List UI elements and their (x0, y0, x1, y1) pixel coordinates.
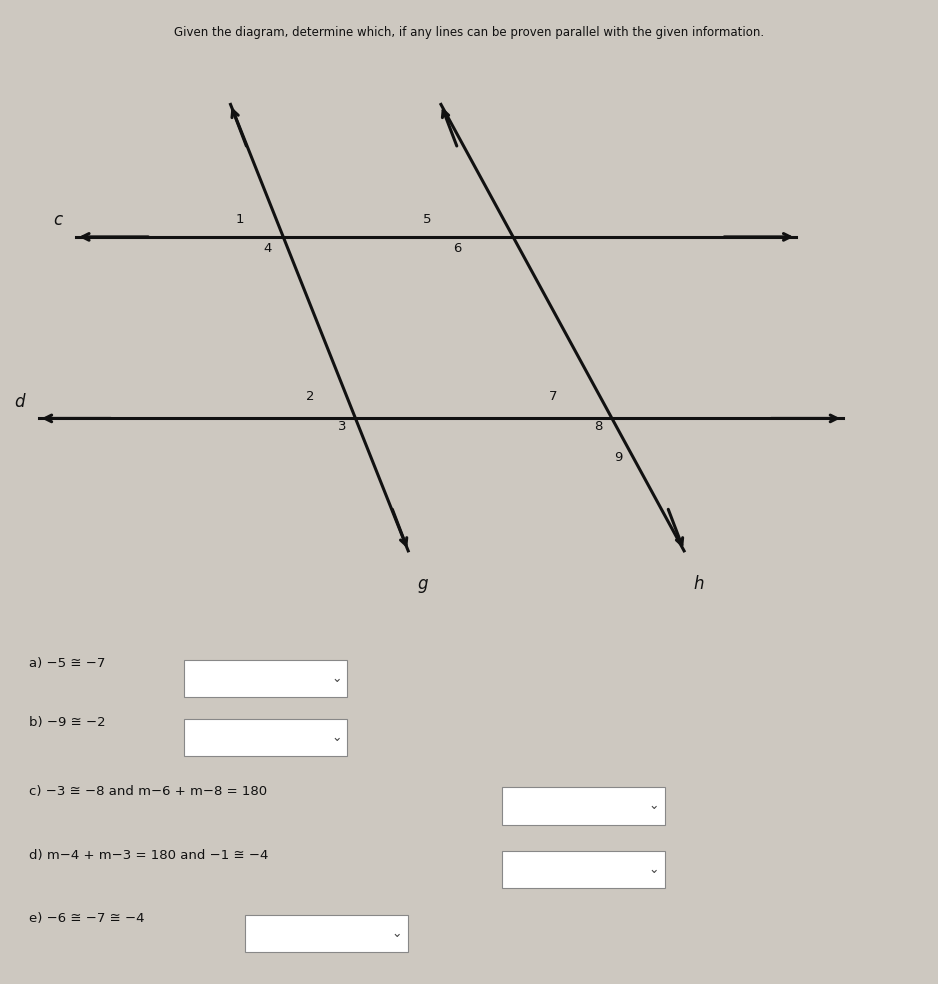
Text: a) −5 ≅ −7: a) −5 ≅ −7 (29, 657, 106, 670)
Text: c: c (53, 211, 62, 229)
Text: c) −3 ≅ −8 and m−6 + m−8 = 180: c) −3 ≅ −8 and m−6 + m−8 = 180 (29, 785, 267, 798)
Bar (502, 787, 665, 825)
Text: 2: 2 (306, 391, 314, 403)
Text: 6: 6 (454, 242, 461, 255)
Text: b) −9 ≅ −2: b) −9 ≅ −2 (29, 716, 106, 729)
Text: 9: 9 (614, 451, 623, 464)
Text: ⌄: ⌄ (649, 863, 659, 877)
Text: 7: 7 (549, 391, 557, 403)
Bar (184, 660, 347, 697)
Text: d) m−4 + m−3 = 180 and −1 ≅ −4: d) m−4 + m−3 = 180 and −1 ≅ −4 (29, 848, 269, 862)
Text: ⌄: ⌄ (392, 927, 402, 940)
Bar (245, 915, 408, 953)
Text: h: h (693, 576, 704, 593)
Text: ⌄: ⌄ (649, 799, 659, 813)
Text: ⌄: ⌄ (331, 731, 341, 744)
Text: 5: 5 (423, 213, 431, 225)
Text: ⌄: ⌄ (331, 672, 341, 685)
Text: 3: 3 (338, 420, 346, 433)
Text: d: d (14, 393, 24, 410)
Text: e) −6 ≅ −7 ≅ −4: e) −6 ≅ −7 ≅ −4 (29, 912, 145, 925)
Text: Given the diagram, determine which, if any lines can be proven parallel with the: Given the diagram, determine which, if a… (174, 26, 764, 39)
Text: 8: 8 (594, 420, 602, 433)
Text: 4: 4 (264, 242, 272, 255)
Text: g: g (417, 576, 428, 593)
Bar (502, 851, 665, 889)
Text: 1: 1 (235, 213, 244, 225)
Bar (184, 718, 347, 756)
